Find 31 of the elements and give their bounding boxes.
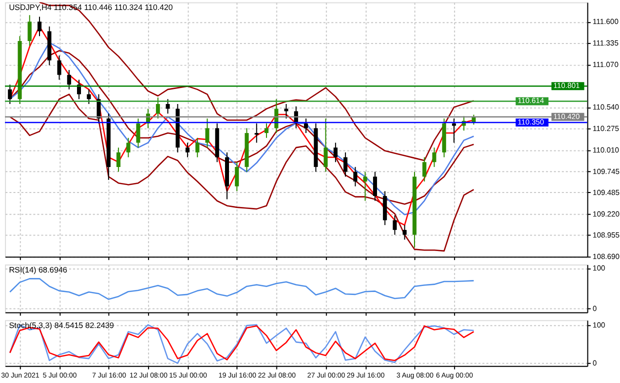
candlestick [324, 118, 328, 172]
line-series [9, 278, 474, 300]
candlestick [195, 137, 200, 158]
candlestick [363, 171, 368, 202]
candlestick [304, 118, 308, 134]
candlestick [166, 98, 170, 114]
line-series [9, 94, 474, 252]
candlestick [136, 118, 140, 148]
candlestick [373, 171, 378, 202]
chart-title: RSI(14) 68.6946 [8, 265, 68, 274]
candlestick [343, 152, 348, 178]
candlestick [8, 84, 12, 104]
candlestick [334, 142, 338, 163]
candlestick [353, 166, 358, 187]
candlestick [186, 142, 190, 158]
candlestick [392, 214, 397, 236]
candlestick [38, 16, 42, 37]
candlestick [234, 162, 239, 192]
candlestick [156, 97, 160, 119]
candlestick [254, 122, 259, 144]
chart-title: Stoch(5,3,3) 84.5415 82.2439 [8, 321, 115, 330]
candlestick [116, 147, 120, 172]
candlestick [422, 156, 426, 182]
candlestick [264, 122, 268, 138]
candlestick [205, 118, 210, 148]
candlestick [28, 14, 32, 46]
candlestick [67, 70, 72, 90]
candlestick [126, 137, 130, 158]
candlestick [86, 88, 91, 104]
candlestick [402, 224, 407, 240]
candlestick [452, 118, 456, 144]
